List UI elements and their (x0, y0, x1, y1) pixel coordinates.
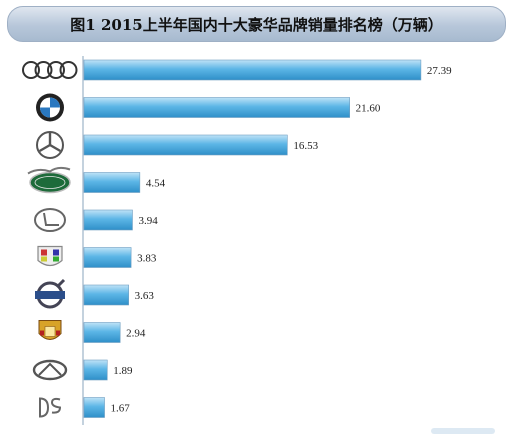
bar-porsche-logo (83, 322, 121, 343)
lexus-logo (34, 208, 66, 232)
ds-logo (39, 397, 62, 418)
value-label-cadillac-logo: 3.83 (137, 253, 157, 265)
chart-title: 图1 2015上半年国内十大豪华品牌销量排名榜（万辆） (70, 15, 443, 34)
audi-logo (22, 61, 78, 79)
value-label-landrover-logo: 4.54 (146, 178, 166, 190)
bar-mercedes-logo (83, 134, 288, 156)
value-label-volvo-logo: 3.63 (135, 290, 155, 302)
value-label-porsche-logo: 2.94 (126, 328, 146, 340)
bar-lexus-logo (83, 209, 133, 231)
value-label-infiniti-logo: 1.89 (113, 365, 133, 377)
chart-title-banner: 图1 2015上半年国内十大豪华品牌销量排名榜（万辆） (7, 6, 506, 42)
value-label-mercedes-logo: 16.53 (293, 140, 318, 152)
mercedes-logo (36, 131, 64, 159)
bar-ds-logo (83, 397, 105, 418)
watermark (431, 428, 495, 434)
value-label-audi-logo: 27.39 (427, 65, 452, 77)
bar-infiniti-logo (83, 359, 108, 381)
bar-audi-logo (83, 59, 422, 81)
bar-landrover-logo (83, 172, 141, 193)
porsche-logo (38, 320, 62, 340)
cadillac-logo (37, 245, 63, 267)
infiniti-logo (32, 359, 68, 381)
value-label-lexus-logo: 3.94 (138, 215, 158, 227)
value-label-ds-logo: 1.67 (111, 403, 131, 415)
bar-cadillac-logo (83, 247, 132, 268)
bmw-logo (36, 93, 64, 122)
volvo-logo (35, 278, 66, 309)
value-labels: 27.39 21.60 16.53 4.54 3.94 3.83 3.63 2.94 1.89 1… (111, 65, 453, 415)
landrover-logo (27, 166, 71, 194)
bar-bmw-logo (83, 97, 350, 118)
bars (83, 59, 422, 418)
bar-volvo-logo (83, 284, 129, 306)
brand-logos (22, 61, 78, 418)
value-label-bmw-logo: 21.60 (356, 103, 381, 115)
